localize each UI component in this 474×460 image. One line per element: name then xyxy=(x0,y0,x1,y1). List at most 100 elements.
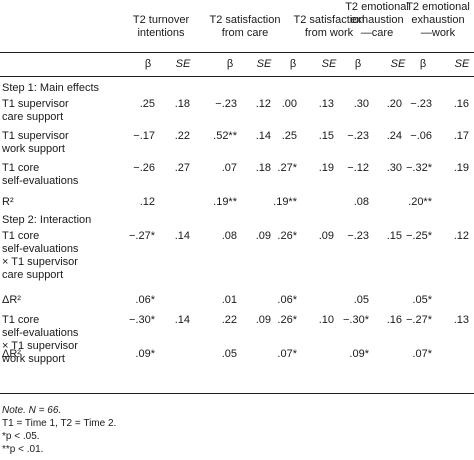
table-cell: .13 xyxy=(318,98,334,110)
row-label-line: ΔR² xyxy=(2,348,21,360)
table-cell: −.27* xyxy=(406,314,432,326)
header-line: —care xyxy=(360,27,394,39)
header-line: exhaustion xyxy=(350,14,404,26)
row-label-line: ΔR² xyxy=(2,294,21,306)
row-label-line: × T1 supervisor xyxy=(2,340,78,352)
table-cell: −.12 xyxy=(347,162,369,174)
table-cell: .14 xyxy=(174,314,190,326)
table-cell: −.25* xyxy=(406,230,432,242)
table-cell: .09* xyxy=(135,348,155,360)
table-cell: .08 xyxy=(353,196,369,208)
subheader-rule xyxy=(0,76,474,77)
row-label: T1 core self-evaluations × T1 supervisor ca… xyxy=(2,230,78,282)
se-header: SE xyxy=(256,58,272,70)
header-rule xyxy=(0,52,474,53)
header-col-3: T2 satisfaction from work xyxy=(284,14,374,40)
se-header: SE xyxy=(454,58,470,70)
table-cell: −.17 xyxy=(133,130,155,142)
table-cell: .09* xyxy=(349,348,369,360)
row-label-line: care support xyxy=(2,111,64,123)
table-cell: −.23 xyxy=(410,98,432,110)
table-cell: .17 xyxy=(453,130,469,142)
table-cell: −.27* xyxy=(129,230,155,242)
row-label-line: T1 core xyxy=(2,230,40,242)
table-cell: .13 xyxy=(453,314,469,326)
table-cell: .16 xyxy=(453,98,469,110)
table-cell: −.30* xyxy=(343,314,369,326)
table-cell: .18 xyxy=(255,162,271,174)
table-cell: .27* xyxy=(277,162,297,174)
table-cell: .10 xyxy=(318,314,334,326)
row-label: ΔR² xyxy=(2,294,21,307)
table-cell: .09 xyxy=(255,230,271,242)
table-cell: −.06 xyxy=(410,130,432,142)
table-cell: .25 xyxy=(281,130,297,142)
table-cell: .05* xyxy=(412,294,432,306)
table-cell: .18 xyxy=(174,98,190,110)
row-label-line: work support xyxy=(2,143,65,155)
row-label-line: self-evaluations xyxy=(2,243,79,255)
row-label: R² xyxy=(2,196,14,209)
row-label: T1 supervisor care support xyxy=(2,98,69,124)
table-cell: .26* xyxy=(277,230,297,242)
header-line: —work xyxy=(420,27,456,39)
row-label-line: × T1 supervisor xyxy=(2,256,78,268)
se-header: SE xyxy=(390,58,406,70)
row-label-line: Step 2: Interaction xyxy=(2,214,92,226)
se-header: SE xyxy=(175,58,191,70)
row-label-line: T1 supervisor xyxy=(2,98,69,110)
table-cell: .22 xyxy=(174,130,190,142)
table-cell: .09 xyxy=(255,314,271,326)
row-label-line: T1 core xyxy=(2,162,40,174)
row-label: Step 2: Interaction xyxy=(2,214,91,227)
header-line: T2 emotional xyxy=(406,1,470,13)
table-cell: .30 xyxy=(386,162,402,174)
table-cell: .19** xyxy=(273,196,297,208)
beta-header: β xyxy=(354,58,362,70)
table-cell: .15 xyxy=(386,230,402,242)
row-label: Step 1: Main effects xyxy=(2,82,99,95)
note-time: T1 = Time 1, T2 = Time 2. xyxy=(2,418,117,429)
header-col-2: T2 satisfaction from care xyxy=(200,14,290,40)
table-cell: .16 xyxy=(386,314,402,326)
table-cell: .27 xyxy=(174,162,190,174)
table-cell: .52** xyxy=(213,130,237,142)
table-cell: −.30* xyxy=(129,314,155,326)
table-cell: .20** xyxy=(408,196,432,208)
table-cell: .20 xyxy=(386,98,402,110)
header-col-1: T2 turnover intentions xyxy=(118,14,204,40)
table-cell: .05 xyxy=(353,294,369,306)
table-cell: .12 xyxy=(255,98,271,110)
table-cell: .00 xyxy=(281,98,297,110)
table-cell: .26* xyxy=(277,314,297,326)
row-label-line: care support xyxy=(2,269,64,281)
beta-header: β xyxy=(289,58,297,70)
table-cell: .22 xyxy=(221,314,237,326)
se-header: SE xyxy=(321,58,337,70)
row-label: T1 core self-evaluations xyxy=(2,162,78,188)
table-cell: .30 xyxy=(353,98,369,110)
table-cell: .19** xyxy=(213,196,237,208)
table-cell: −.26 xyxy=(133,162,155,174)
table-cell: .07* xyxy=(412,348,432,360)
table-cell: .08 xyxy=(221,230,237,242)
table-cell: .09 xyxy=(318,230,334,242)
table-cell: −.23 xyxy=(215,98,237,110)
table-cell: .14 xyxy=(255,130,271,142)
table-cell: .25 xyxy=(139,98,155,110)
note-n: Note. N = 66. xyxy=(2,405,62,416)
row-label-line: self-evaluations xyxy=(2,327,79,339)
header-col-5: T2 emotional exhaustion —work xyxy=(402,1,474,40)
table-cell: .06* xyxy=(135,294,155,306)
header-line: T2 satisfaction xyxy=(293,14,365,26)
header-line: exhaustion xyxy=(411,14,465,26)
beta-header: β xyxy=(226,58,234,70)
row-label-line: R² xyxy=(2,196,14,208)
table-cell: .06* xyxy=(277,294,297,306)
row-label-line: self-evaluations xyxy=(2,175,79,187)
row-label-line: T1 supervisor xyxy=(2,130,69,142)
header-line: T2 emotional xyxy=(345,1,409,13)
table-cell: .24 xyxy=(386,130,402,142)
header-line: T2 turnover xyxy=(132,14,190,26)
